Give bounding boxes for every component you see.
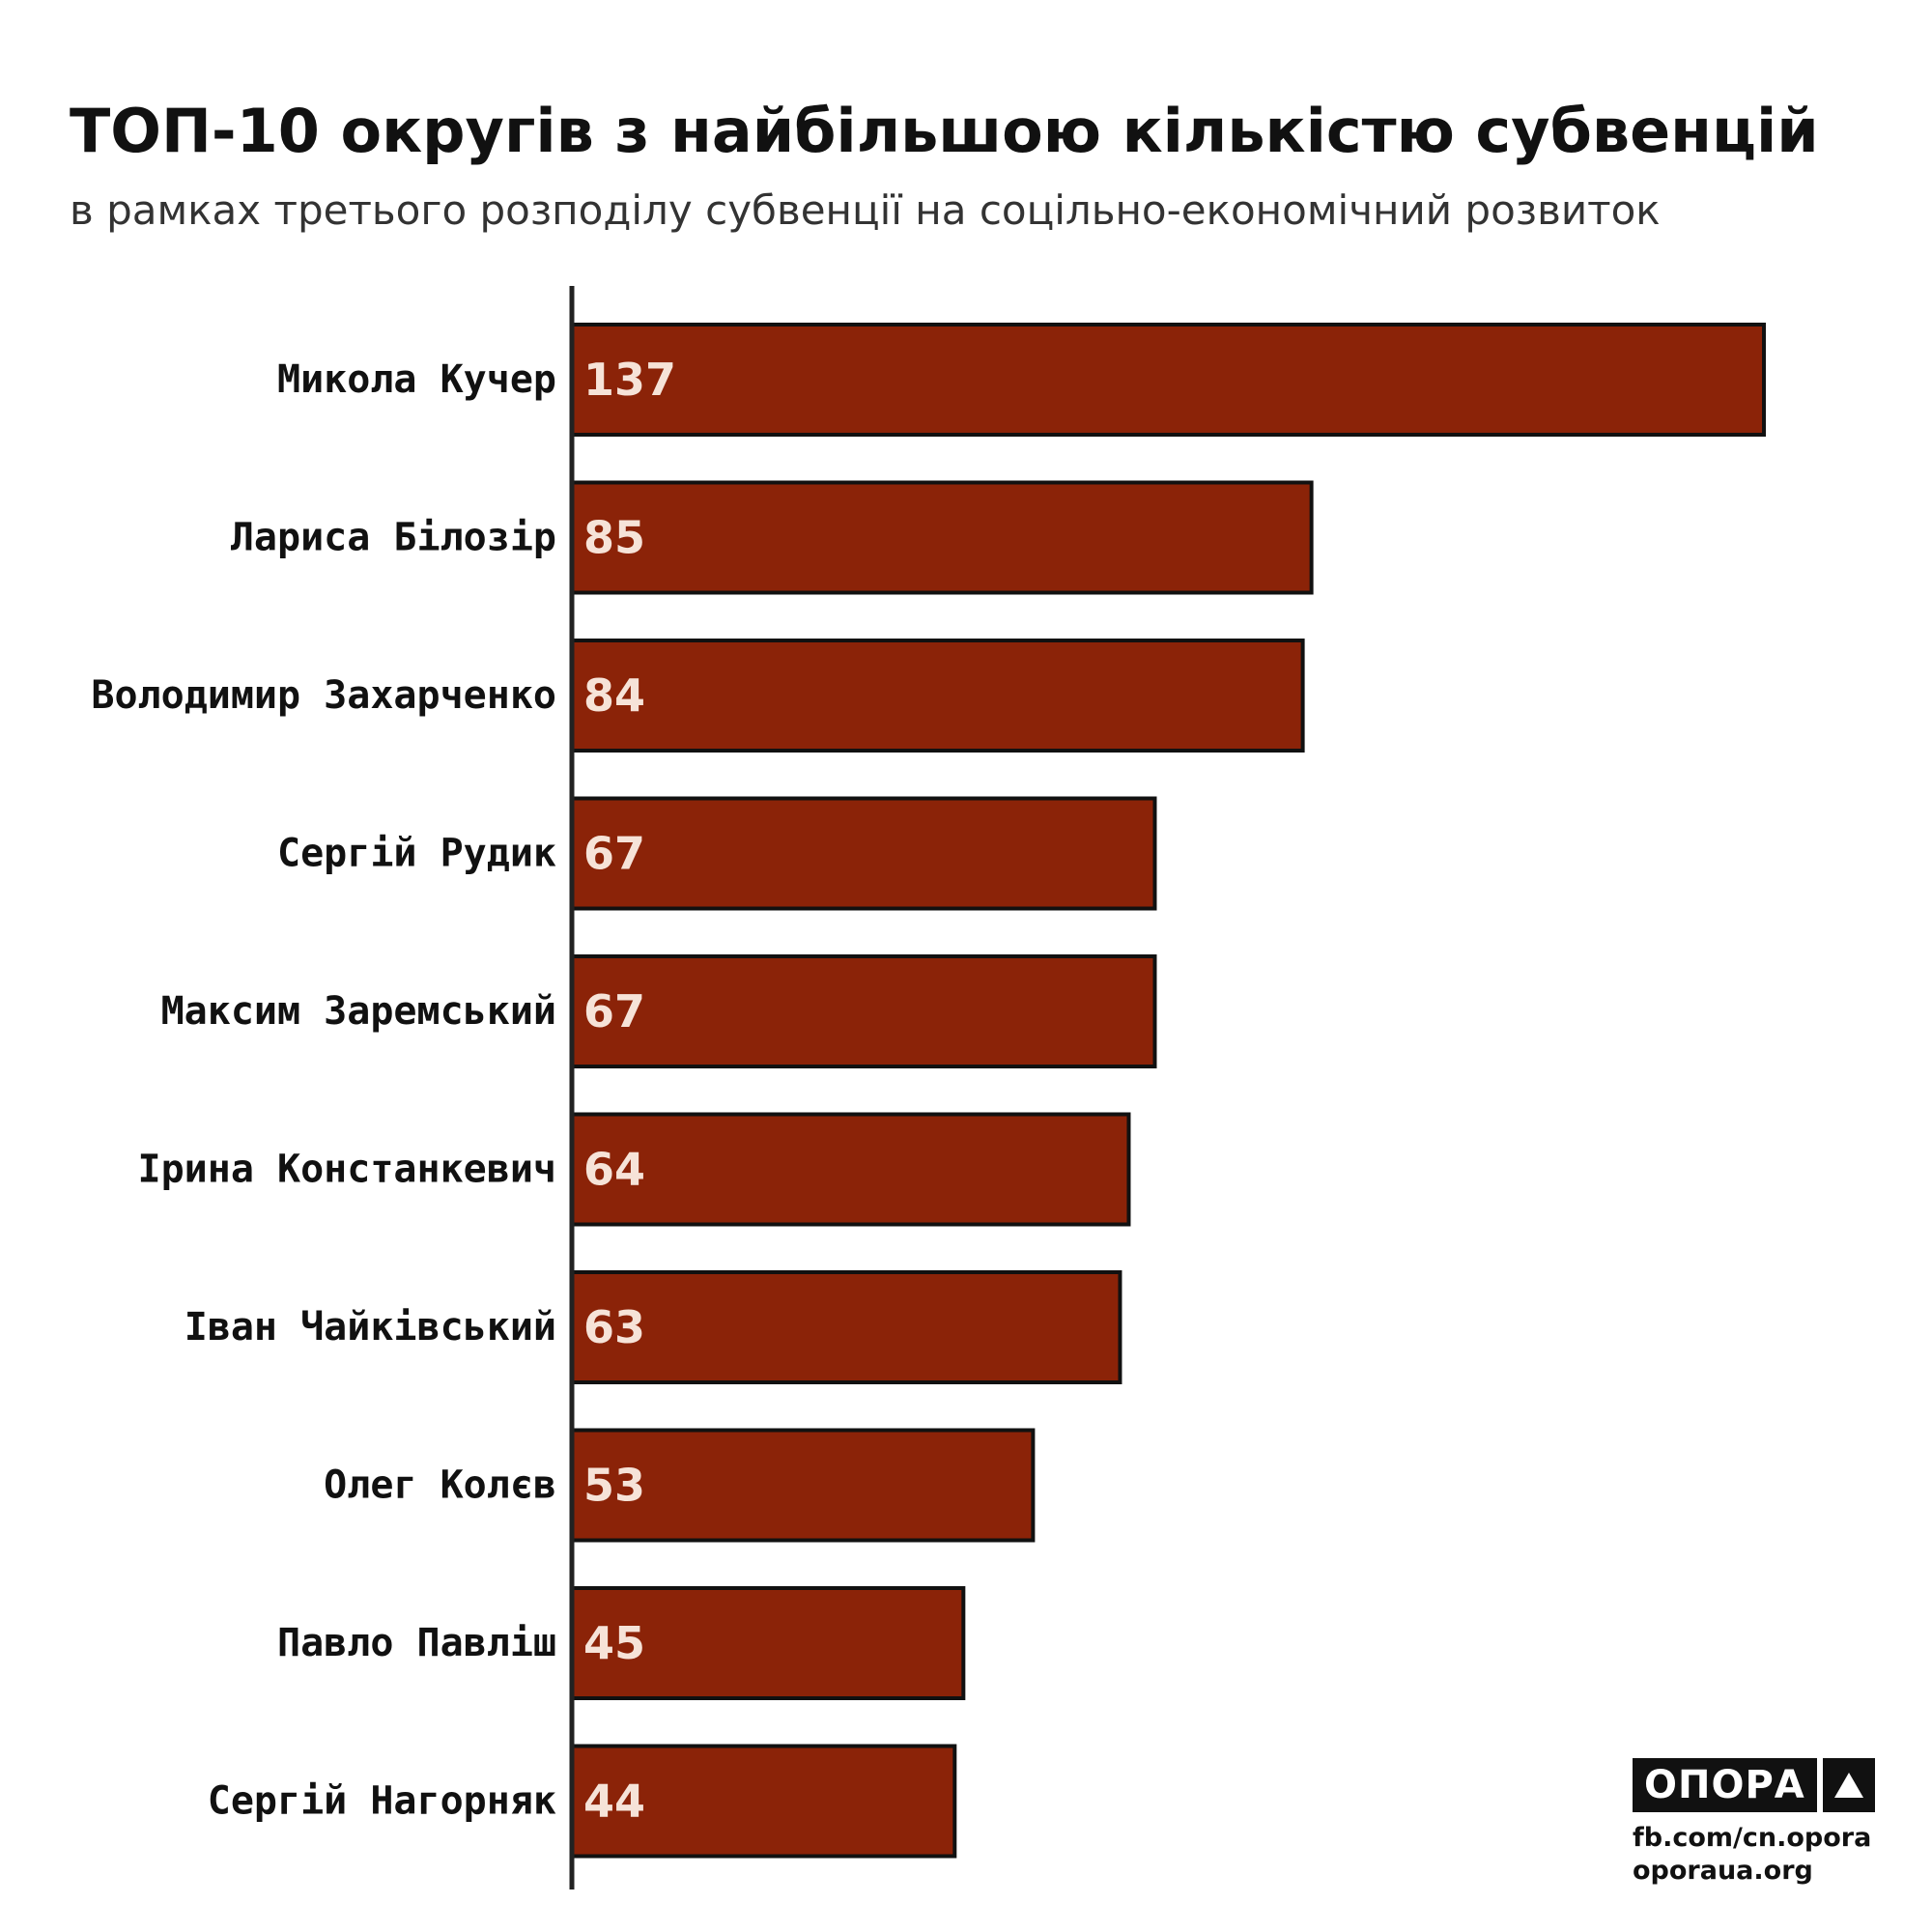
facebook-link[interactable]: fb.com/cn.opora <box>1633 1823 1872 1853</box>
category-label: Микола Кучер <box>277 357 556 402</box>
value-label: 63 <box>583 1301 645 1353</box>
bar <box>570 480 1314 595</box>
category-label: Павло Павліш <box>277 1621 556 1665</box>
category-label: Іван Чайківський <box>185 1305 556 1350</box>
footer-links: fb.com/cn.opora oporaua.org <box>1633 1822 1871 1888</box>
triangle-icon <box>1822 1758 1875 1812</box>
chart-subtitle: в рамках третього розподілу субвенції на… <box>70 186 1661 234</box>
value-label: 45 <box>583 1617 645 1669</box>
value-label: 44 <box>583 1776 645 1828</box>
opora-logo: ОПОРА <box>1633 1758 1875 1812</box>
bar <box>570 1428 1036 1543</box>
bar <box>570 954 1157 1068</box>
website-link[interactable]: oporaua.org <box>1633 1856 1813 1886</box>
category-label: Максим Заремський <box>161 989 556 1034</box>
bar <box>570 1270 1122 1384</box>
bars-group: Микола Кучер 137 Лариса Білозір 85 Володимир… <box>91 323 1766 1859</box>
category-label: Ірина Констанкевич <box>138 1148 556 1192</box>
category-label: Сергій Нагорняк <box>208 1779 556 1824</box>
bar <box>570 639 1305 753</box>
value-label: 53 <box>583 1460 645 1512</box>
bar <box>570 1744 957 1859</box>
category-label: Сергій Рудик <box>277 832 556 876</box>
value-label: 67 <box>583 828 645 880</box>
category-label: Володимир Захарченко <box>91 673 556 718</box>
category-label: Олег Колєв <box>324 1463 556 1508</box>
value-label: 137 <box>583 354 676 406</box>
value-label: 67 <box>583 985 645 1037</box>
logo-text: ОПОРА <box>1633 1758 1817 1812</box>
bar <box>570 323 1766 437</box>
bar <box>570 796 1157 911</box>
bar <box>570 1112 1131 1227</box>
category-label: Лариса Білозір <box>231 516 556 560</box>
value-label: 85 <box>583 512 645 564</box>
value-label: 84 <box>583 669 645 722</box>
value-label: 64 <box>583 1144 645 1196</box>
chart-title: ТОП-10 округів з найбільшою кількістю су… <box>70 96 1819 166</box>
